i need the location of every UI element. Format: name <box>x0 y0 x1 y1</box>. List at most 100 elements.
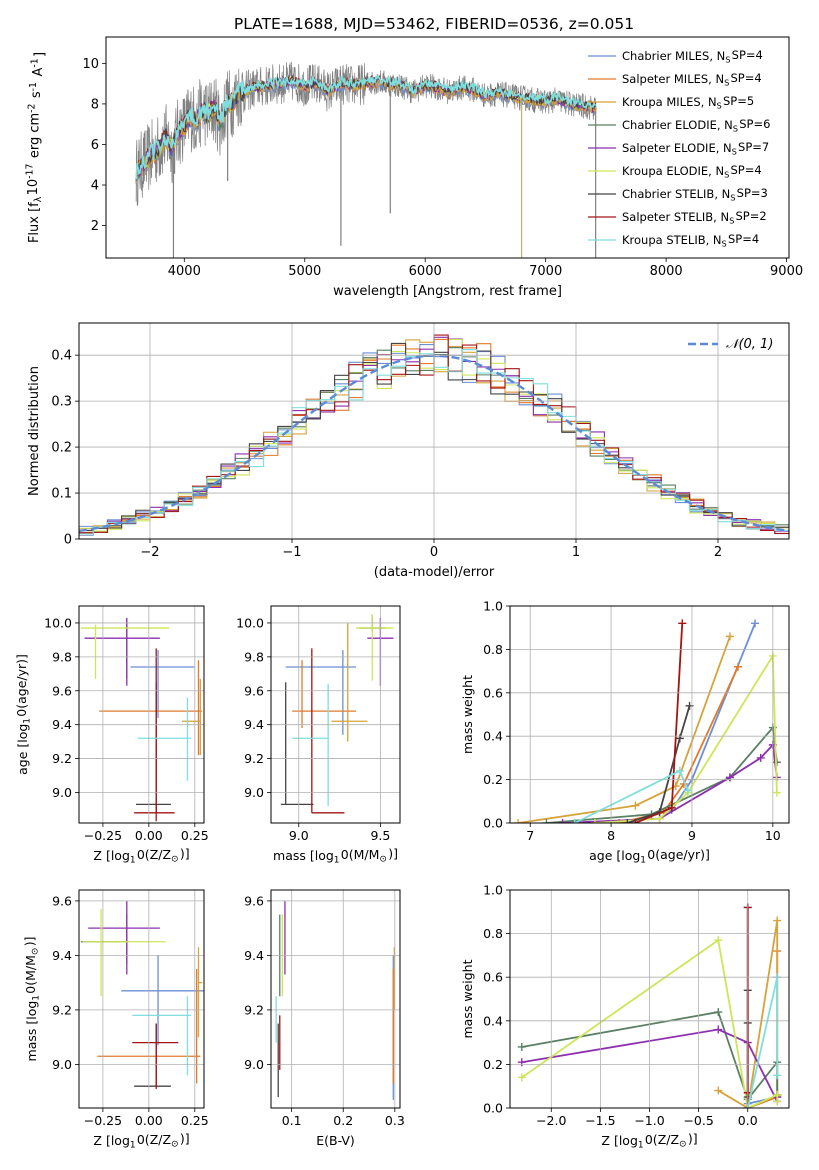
age-vs-mass-xlabel: mass [log1 0(M/M⊙ )] <box>273 846 398 866</box>
mass-weight-vs-age-series-3-marker-0 <box>542 819 551 823</box>
legend-label-4: Salpeter ELODIE, NS SP=7 <box>622 140 769 156</box>
mass-vs-z-ytick-label-3: 9.6 <box>52 893 72 908</box>
residual-histogram-ytick-label-2: 0.2 <box>51 441 72 456</box>
mass-weight-vs-z-ytick-label-4: 0.8 <box>483 926 503 941</box>
legend-label-7: Salpeter STELIB, NS SP=2 <box>622 209 767 225</box>
mass-vs-ebv-ytick-label-2: 9.4 <box>244 948 264 963</box>
mass-vs-ebv-xtick-label-0: 0.1 <box>282 1113 302 1128</box>
mass-vs-z-ytick-label-0: 9.0 <box>52 1057 72 1072</box>
spectrum-ytick-label-4: 10 <box>82 57 99 72</box>
mass-weight-vs-z-series-4-marker-1 <box>714 1025 723 1034</box>
mass-weight-vs-age-series-5-marker-0 <box>590 819 599 823</box>
spectrum-ytick-label-2: 6 <box>91 138 99 153</box>
mass-weight-vs-age-series-1-marker-3 <box>734 662 743 671</box>
age-vs-z-frame <box>78 605 205 824</box>
mass-vs-ebv-axes: 0.1 0.2 0.3 9.0 9.2 9.4 9.6 E(B-V) <box>244 889 405 1148</box>
mass-vs-ebv-ytick-label-1: 9.2 <box>244 1002 264 1017</box>
age-vs-mass-xtick-label-0: 9.0 <box>289 828 309 843</box>
mass-weight-vs-age-xtick-label-3: 10 <box>765 828 781 843</box>
mass-weight-vs-z-axes: −2.0 −1.5 −1.0 −0.5 0.0 0.0 0.2 0.4 0.6 0.8 1.0 Z [… <box>460 883 790 1151</box>
mass-vs-ebv-ytick-label-3: 9.6 <box>244 893 264 908</box>
age-vs-z-xlabel: Z [log1 0(Z/Z⊙ )] <box>93 846 189 866</box>
age-vs-z-ytick-label-5: 10.0 <box>44 615 72 630</box>
mass-weight-vs-age-xlabel: age [log1 0(age/yr)] <box>589 847 710 866</box>
mass-weight-vs-age-series-7-marker-1 <box>667 803 676 812</box>
mass-weight-vs-age-series-2-marker-1 <box>631 801 640 810</box>
mass-weight-vs-z-xlabel: Z [log1 0(Z/Z⊙ )] <box>601 1131 697 1151</box>
mass-weight-vs-z-xtick-label-4: 0.0 <box>738 1113 758 1128</box>
age-vs-z-xtick-label-0: −0.25 <box>84 828 122 843</box>
legend-label-8: Kroupa STELIB, NS SP=4 <box>622 232 759 248</box>
age-vs-mass-axes: 9.0 9.5 9.0 9.2 9.4 9.6 9.8 10.0 mass [log1 0(M/… <box>236 605 401 866</box>
mass-weight-vs-age-series-8-marker-0 <box>570 819 579 823</box>
residual-histogram-ylabel: Normed distribution <box>27 366 42 496</box>
mass-weight-vs-z-series-4-marker-0 <box>517 1058 526 1067</box>
age-vs-mass-ytick-label-4: 9.8 <box>244 649 264 664</box>
spectrum-legend: Chabrier MILES, NS SP=4 Salpeter MILES, N… <box>588 48 770 248</box>
mass-weight-vs-age-frame <box>509 605 790 824</box>
spectrum-xtick-label-3: 7000 <box>529 264 562 279</box>
mass-weight-vs-z-ytick-label-0: 0.0 <box>483 1101 503 1116</box>
legend-label-2: Kroupa MILES, NS SP=5 <box>622 94 754 110</box>
mass-weight-vs-age-series-0-marker-3 <box>751 619 760 628</box>
mass-weight-vs-age-series-4-marker-2 <box>725 773 734 782</box>
age-vs-mass-ytick-label-5: 10.0 <box>236 615 264 630</box>
mass-vs-z-ytick-label-2: 9.4 <box>52 948 72 963</box>
mass-weight-vs-z-xtick-label-3: −0.5 <box>683 1113 713 1128</box>
mass-weight-vs-age-series-2-marker-3 <box>725 632 734 641</box>
age-vs-z-ytick-label-4: 9.8 <box>52 649 72 664</box>
mass-weight-vs-age-ytick-label-3: 0.6 <box>483 685 503 700</box>
mass-vs-z-axes: −0.25 0.00 0.25 9.0 9.2 9.4 9.6 Z [log1 0(Z/Z⊙ … <box>22 889 209 1151</box>
residual-histogram-frame <box>78 322 790 540</box>
age-vs-z-ylabel: age [log1 0(age/yr)] <box>14 654 33 775</box>
mass-weight-vs-age-series-6-marker-2 <box>675 734 684 743</box>
spectrum-frame <box>105 36 790 259</box>
mass-weight-vs-age-series-3 <box>546 725 778 823</box>
mass-weight-vs-z-series-5-marker-0 <box>517 1073 526 1082</box>
legend-label-0: Chabrier MILES, NS SP=4 <box>622 48 763 64</box>
mass-weight-vs-z-xtick-label-2: −1.0 <box>634 1113 664 1128</box>
mass-weight-vs-z-series-5-marker-1 <box>714 936 723 945</box>
mass-vs-z-ytick-label-1: 9.2 <box>52 1002 72 1017</box>
mass-weight-vs-age-series-8-marker-2 <box>683 786 692 795</box>
residual-histogram-xtick-label-4: 2 <box>714 545 722 560</box>
mass-weight-vs-age-series-2 <box>517 636 731 823</box>
mass-weight-vs-z-series-5-marker-4 <box>773 1097 782 1106</box>
mass-weight-vs-z-frame <box>509 889 790 1109</box>
spectrum-axes: 4000 5000 6000 7000 8000 9000 2 4 6 8 10 wavelength… <box>25 36 803 299</box>
mass-weight-vs-age-ytick-label-0: 0.0 <box>483 816 503 831</box>
spectrum-xtick-label-1: 5000 <box>288 264 321 279</box>
residual-histogram-ytick-label-1: 0.1 <box>51 487 72 502</box>
age-vs-z-xtick-label-1: 0.00 <box>135 828 163 843</box>
mass-weight-vs-age-ylabel: mass weight <box>460 675 475 754</box>
residual-histogram-ytick-label-3: 0.3 <box>51 395 72 410</box>
mass-weight-vs-age-ytick-label-2: 0.4 <box>483 729 503 744</box>
spectrum-xtick-label-5: 9000 <box>770 264 803 279</box>
mass-weight-vs-z-ylabel: mass weight <box>460 959 475 1038</box>
residual-histogram-xtick-label-3: 1 <box>572 545 580 560</box>
mass-weight-vs-z-ytick-label-5: 1.0 <box>483 883 503 898</box>
mass-vs-z-xtick-label-0: −0.25 <box>84 1113 122 1128</box>
mass-weight-vs-z-series-3-marker-0 <box>517 1042 526 1051</box>
spectrum-ytick-label-0: 2 <box>91 219 99 234</box>
age-vs-z-axes: −0.25 0.00 0.25 9.0 9.2 9.4 9.6 9.8 10.0 Z [log1 … <box>14 605 209 866</box>
age-vs-mass-ytick-label-3: 9.6 <box>244 683 264 698</box>
mass-vs-z-ylabel: mass [log1 0(M/M⊙ )] <box>22 937 42 1062</box>
age-vs-mass-frame <box>270 605 401 824</box>
mass-weight-vs-z-series-8 <box>746 977 779 1108</box>
mass-weight-vs-z-ytick-label-3: 0.6 <box>483 970 503 985</box>
spectrum-ytick-label-1: 4 <box>91 179 99 194</box>
age-vs-z-ytick-label-0: 9.0 <box>52 785 72 800</box>
mass-weight-vs-z-xtick-label-0: −2.0 <box>536 1113 566 1128</box>
mass-weight-vs-age-axes: 7 8 9 10 0.0 0.2 0.4 0.6 0.8 1.0 age [log1 0(age/y… <box>460 599 790 866</box>
residual-histogram-xtick-label-0: −2 <box>140 545 159 560</box>
spectrum-ytick-label-3: 8 <box>91 97 99 112</box>
mass-vs-ebv-xlabel: E(B-V) <box>316 1133 355 1148</box>
age-vs-mass-ytick-label-1: 9.2 <box>244 751 264 766</box>
mass-weight-vs-age-series-7-marker-2 <box>678 619 687 628</box>
age-vs-mass-plot-area <box>280 614 394 814</box>
mass-vs-z-xlabel: Z [log1 0(Z/Z⊙ )] <box>93 1131 189 1151</box>
age-vs-mass-ytick-label-2: 9.4 <box>244 717 264 732</box>
mass-weight-vs-z-series-2-marker-2 <box>773 916 782 925</box>
mass-weight-vs-age-ytick-label-5: 1.0 <box>483 599 503 614</box>
